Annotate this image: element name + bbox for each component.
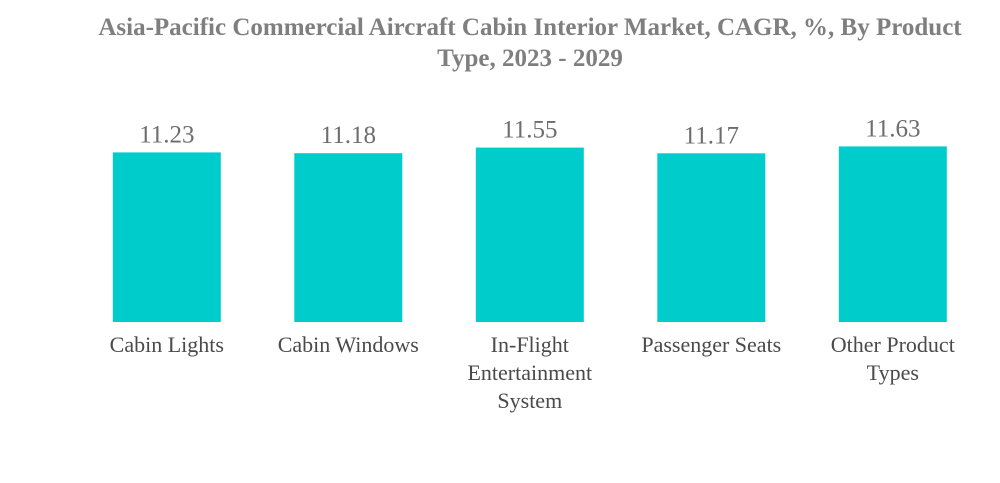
- category-label-1: Cabin Windows: [278, 332, 419, 357]
- category-label-0: Cabin Lights: [110, 332, 224, 357]
- bar-3: [657, 153, 766, 322]
- category-label-3: Passenger Seats: [641, 332, 781, 357]
- value-label-3: 11.17: [684, 122, 739, 149]
- value-label-0: 11.23: [139, 121, 194, 148]
- bar-2: [475, 147, 584, 322]
- bar-0: [112, 152, 221, 322]
- bar-4: [838, 146, 947, 322]
- category-label-4: Other Product Types: [831, 332, 955, 385]
- bar-1: [294, 153, 403, 322]
- category-label-2: In-Flight Entertainment System: [467, 332, 592, 413]
- value-label-2: 11.55: [502, 117, 557, 144]
- value-label-4: 11.63: [865, 115, 920, 142]
- value-label-1: 11.18: [321, 122, 376, 149]
- chart-title: Asia-Pacific Commercial Aircraft Cabin I…: [98, 14, 962, 72]
